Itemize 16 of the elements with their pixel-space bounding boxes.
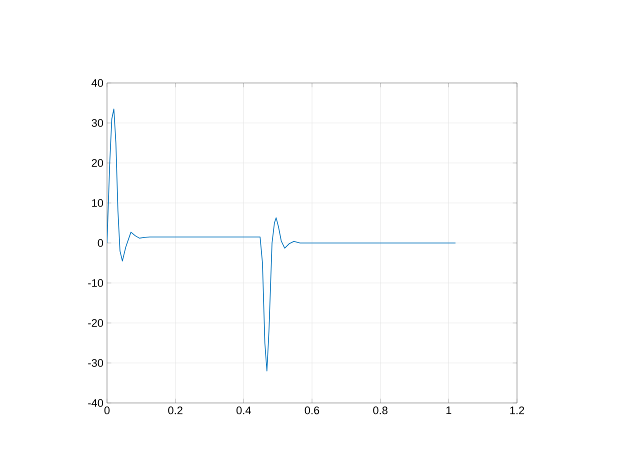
x-tick-label: 1 <box>446 406 452 414</box>
x-tick-label: 0.6 <box>304 406 320 414</box>
y-tick-label: -30 <box>88 359 104 367</box>
y-tick-label: 40 <box>92 79 104 87</box>
y-tick-label: -20 <box>88 319 104 327</box>
x-tick-label: 0.2 <box>168 406 182 414</box>
y-tick-label: 20 <box>92 159 104 167</box>
x-tick-label: 0.4 <box>236 406 251 414</box>
x-tick-label: 0.8 <box>373 406 388 414</box>
y-tick-label: 30 <box>92 119 104 127</box>
y-tick-label: -10 <box>88 279 104 287</box>
y-tick-label: 0 <box>98 239 104 247</box>
x-tick-label: 1.2 <box>510 406 524 414</box>
y-tick-label: 10 <box>92 199 104 207</box>
x-tick-label: 0 <box>104 406 110 414</box>
y-tick-label: -40 <box>88 399 104 407</box>
